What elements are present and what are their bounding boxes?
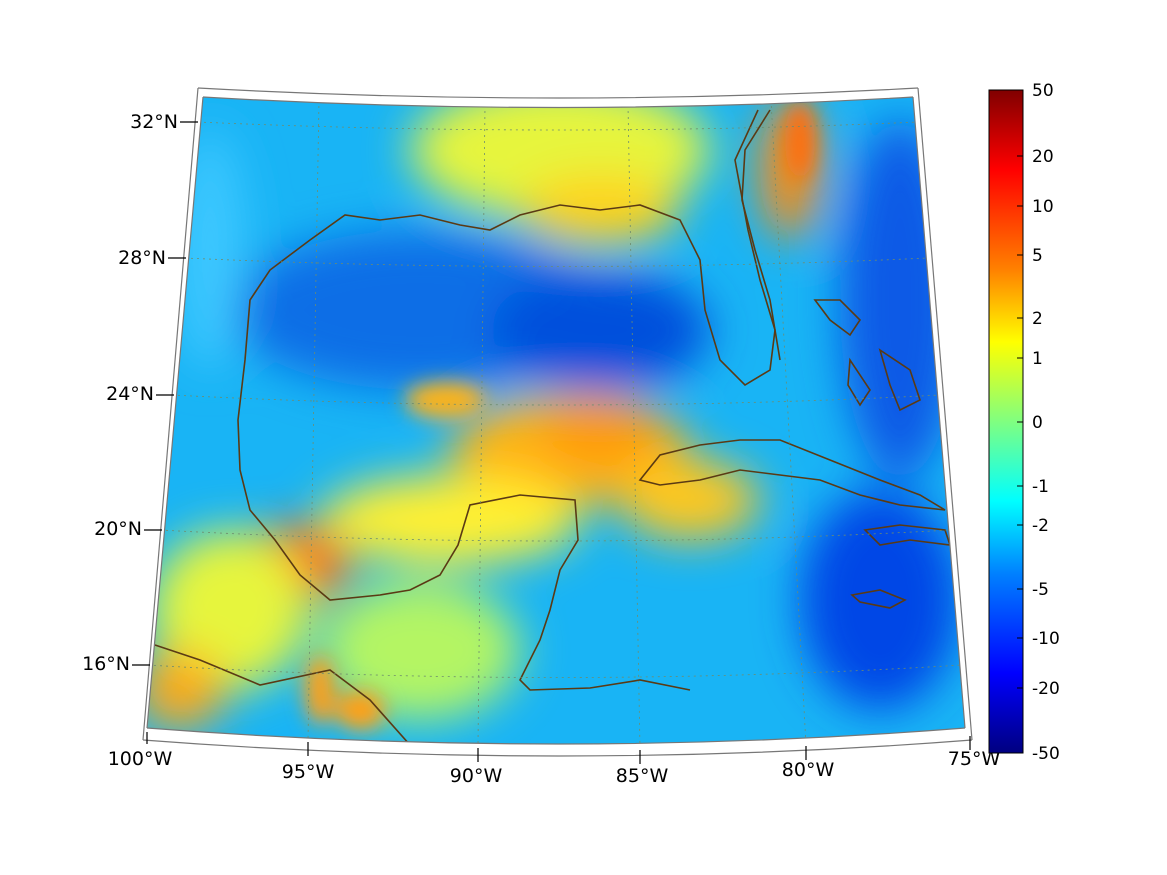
colorbar-label: 2	[1032, 309, 1043, 329]
graticule	[147, 99, 963, 744]
jamaica-coastline	[850, 589, 907, 609]
lat-label-20: 20°N	[94, 518, 142, 540]
colorbar-label: -5	[1032, 580, 1049, 600]
map-frame	[142, 87, 973, 757]
colorbar-label: 20	[1032, 147, 1054, 167]
colorbar: 50 20 10 5 2 1 0 -1 -2 -5 -10 -20 -50	[988, 81, 1060, 764]
lat-label-24: 24°N	[106, 383, 154, 405]
cuba-coastline	[638, 439, 946, 511]
bahamas-coastline	[813, 299, 921, 412]
colorbar-ticks	[1017, 155, 1023, 689]
central-america-coastline	[154, 644, 411, 744]
colorbar-label: -1	[1032, 477, 1049, 497]
colorbar-label: -2	[1032, 516, 1049, 536]
lon-label-80: 80°W	[782, 759, 835, 781]
colorbar-label: 10	[1032, 197, 1054, 217]
colorbar-label: 5	[1032, 246, 1043, 266]
lat-label-28: 28°N	[118, 247, 166, 269]
florida-atlantic-coastline	[741, 109, 781, 361]
lat-label-16: 16°N	[82, 653, 130, 675]
colorbar-label: -10	[1032, 629, 1060, 649]
lat-label-32: 32°N	[130, 111, 178, 133]
lon-label-100: 100°W	[108, 748, 173, 770]
colorbar-label: 0	[1032, 413, 1043, 433]
lon-label-85: 85°W	[616, 765, 669, 787]
lon-labels: 100°W 95°W 90°W 85°W 80°W 75°W	[108, 748, 1001, 787]
colorbar-label: -50	[1032, 744, 1060, 764]
colorbar-label: -20	[1032, 679, 1060, 699]
lat-labels: 16°N 20°N 24°N 28°N 32°N	[82, 111, 178, 675]
gulf-coastline	[237, 109, 776, 691]
lon-ticks	[146, 732, 971, 764]
lon-label-90: 90°W	[450, 765, 503, 787]
lon-label-95: 95°W	[282, 761, 335, 783]
colorbar-label: 50	[1032, 81, 1054, 101]
lat-ticks	[132, 121, 198, 666]
coastlines	[154, 109, 952, 744]
lon-label-75: 75°W	[948, 748, 1001, 770]
colorbar-label: 1	[1032, 349, 1043, 369]
data-field	[147, 97, 965, 744]
